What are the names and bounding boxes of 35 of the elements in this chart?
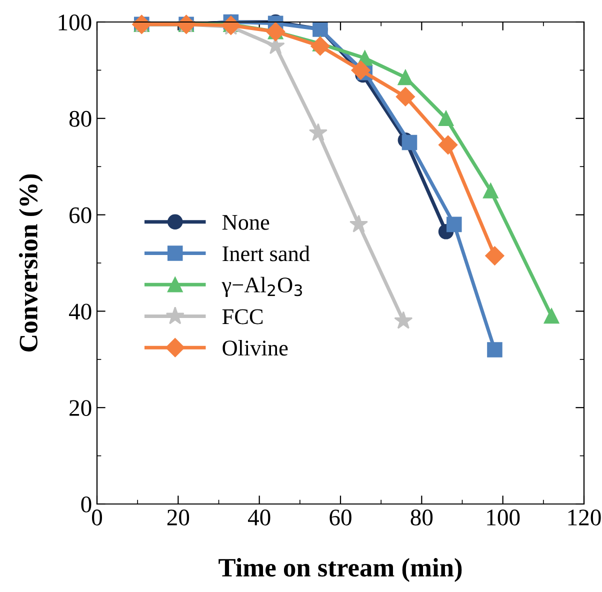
point	[402, 134, 418, 150]
x-tick-label: 100	[487, 510, 520, 526]
point	[487, 342, 502, 358]
y-tick-label: 80	[69, 110, 92, 127]
y-tick-label: 60	[70, 207, 92, 224]
point	[483, 183, 498, 198]
y-tick-label: 0	[81, 496, 92, 512]
x-axis-title: Time on stream (min)	[218, 558, 462, 582]
y-tick-label: 20	[70, 400, 92, 416]
point	[394, 311, 413, 329]
x-tick-label: 120	[568, 510, 601, 526]
point	[396, 87, 415, 106]
y-tick-label: 100	[58, 14, 92, 30]
x-tick-label: 60	[330, 510, 352, 526]
legend-label: None	[222, 215, 270, 230]
point	[438, 110, 454, 126]
point	[351, 60, 370, 80]
legend-label: Olivine	[222, 340, 288, 356]
x-tick-label: 40	[248, 510, 270, 526]
point	[485, 246, 504, 266]
x-tick-label: 20	[167, 510, 190, 526]
legend-label: Inert sand	[222, 246, 310, 262]
point	[308, 123, 328, 141]
point	[446, 216, 462, 232]
x-tick-label: 80	[410, 510, 433, 526]
point	[438, 135, 458, 154]
legend-label: FCC	[222, 309, 263, 324]
point	[310, 36, 330, 56]
y-axis-title: Conversion (%)	[18, 174, 43, 352]
x-tick-label: 0	[92, 510, 102, 526]
point	[544, 308, 560, 324]
point	[398, 70, 414, 86]
legend-label: γ−Al$_{2}$O$_{3}$	[222, 276, 302, 298]
y-tick-label: 40	[68, 304, 92, 320]
point	[349, 214, 368, 232]
